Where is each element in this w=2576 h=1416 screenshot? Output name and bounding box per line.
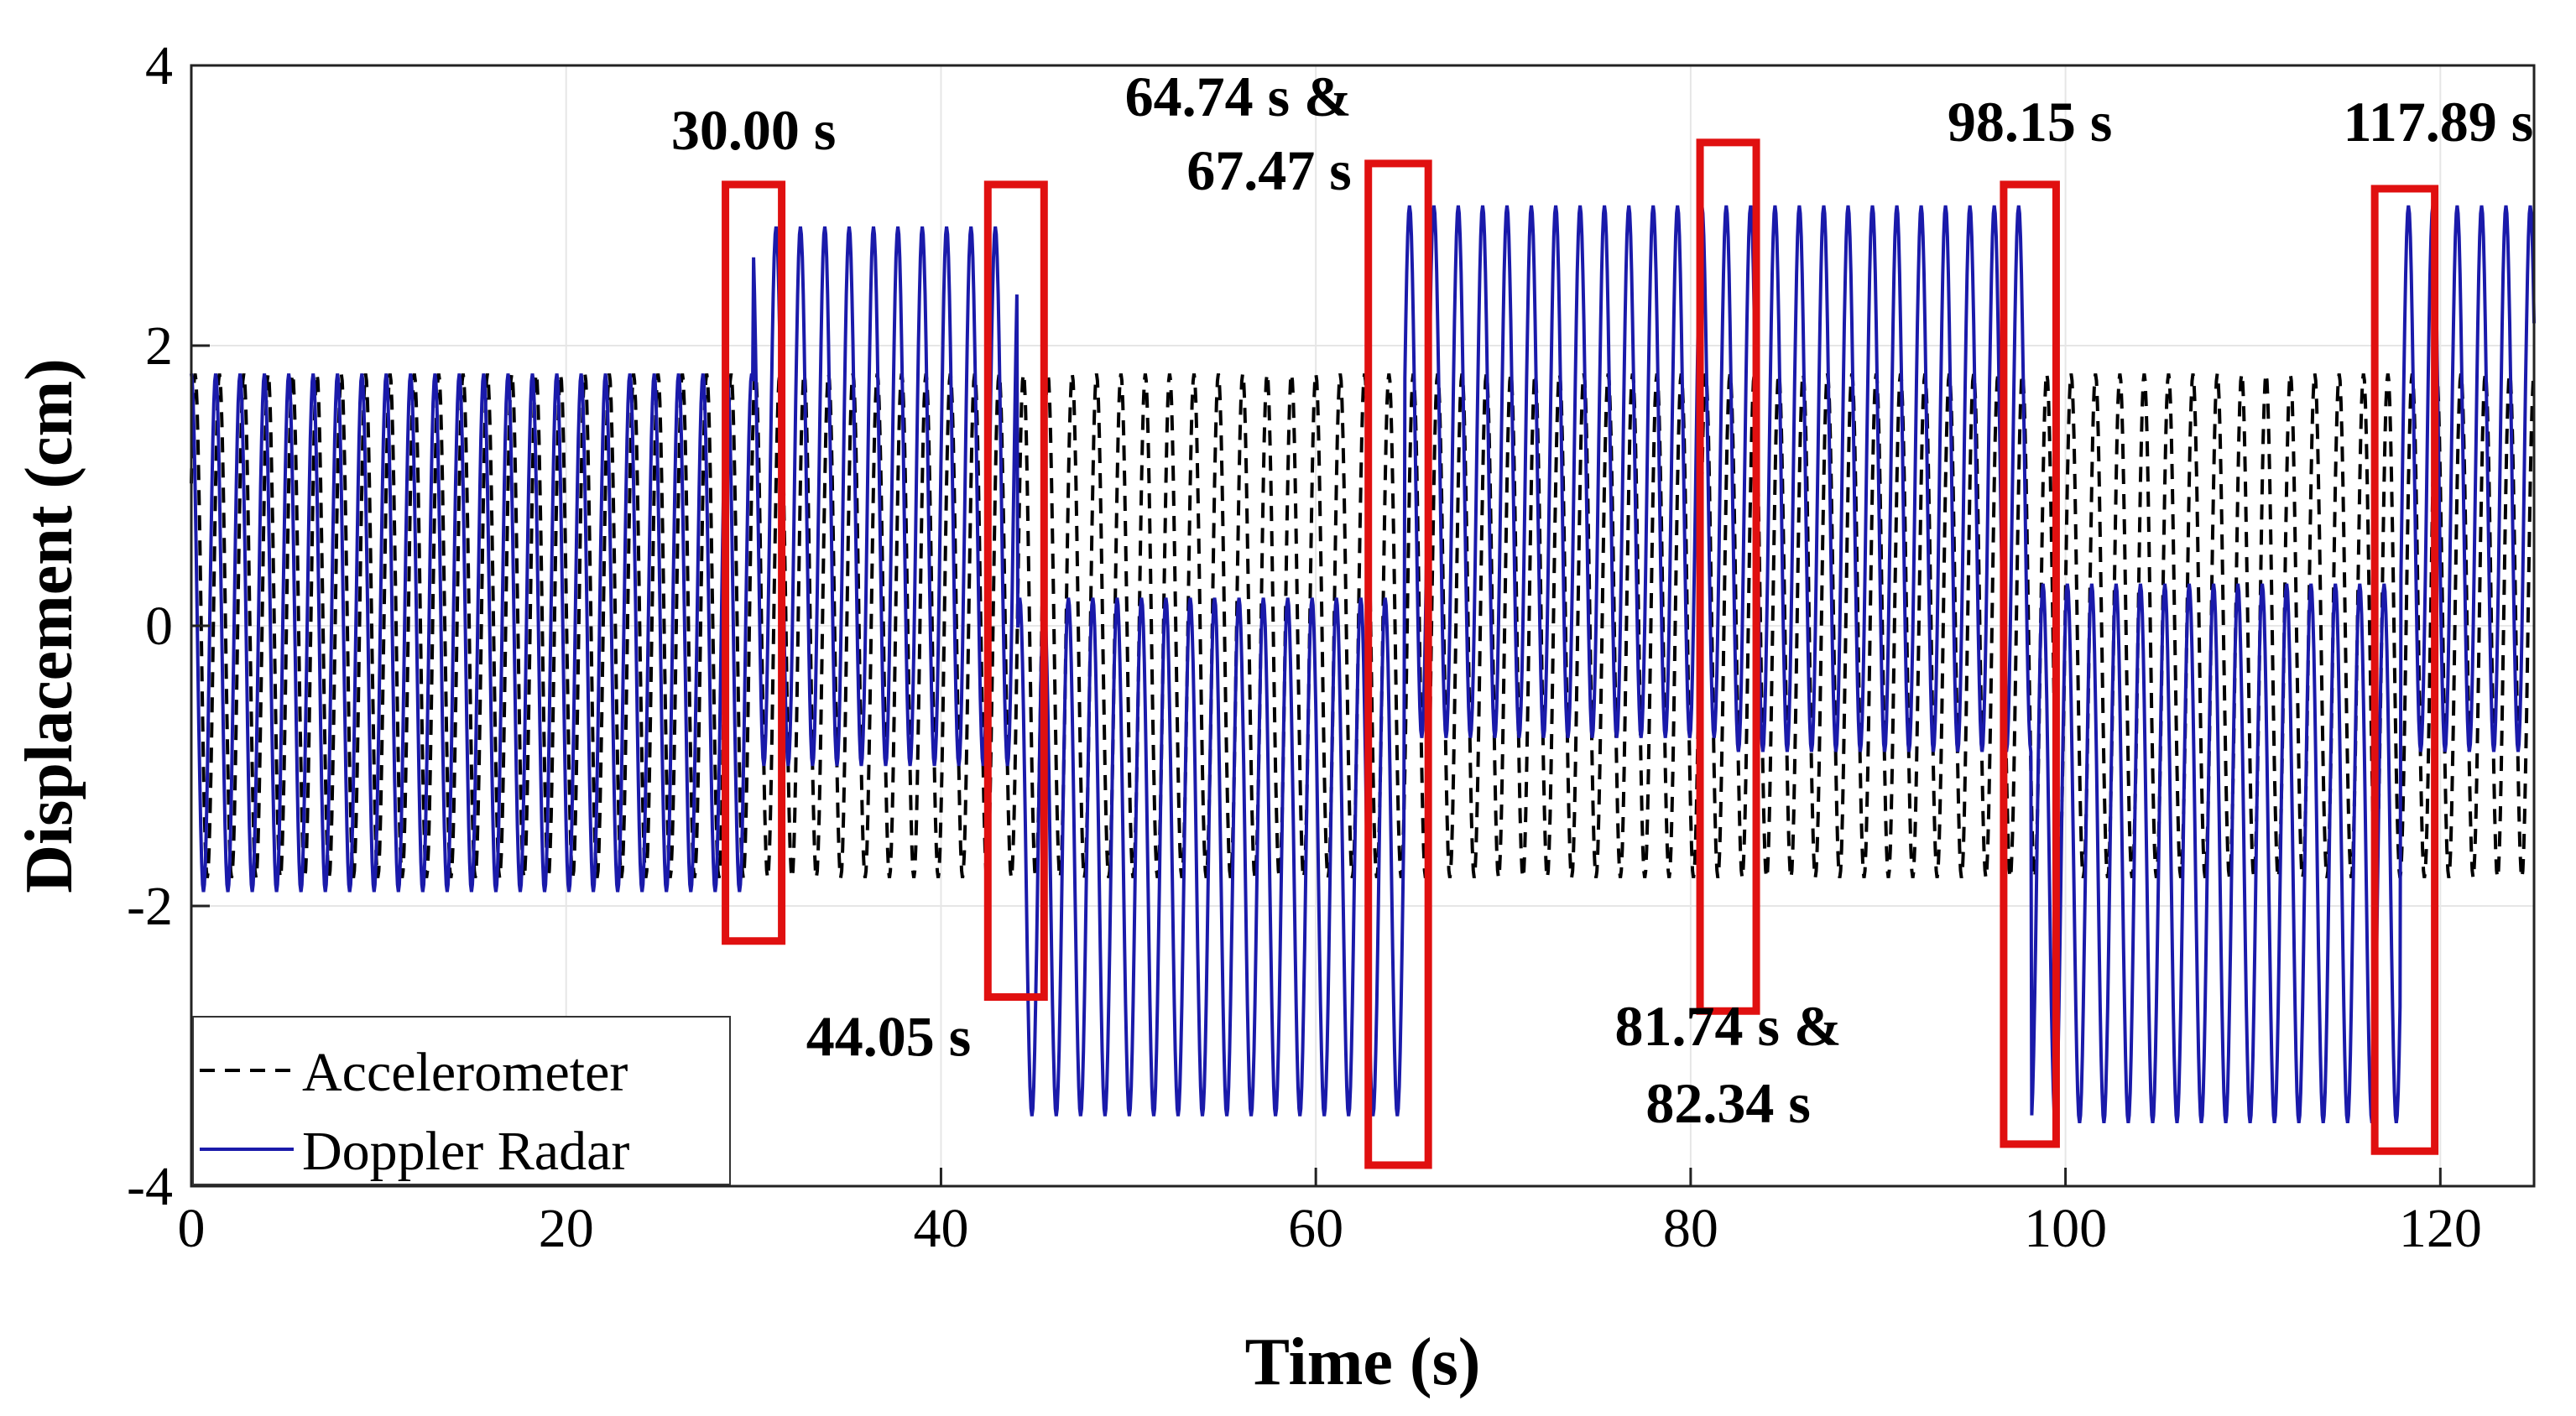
- x-tick-label: 60: [1288, 1198, 1343, 1259]
- y-tick-label: 4: [145, 35, 173, 96]
- highlight-box: [1364, 159, 1432, 1169]
- annotation-label: 64.74 s &: [1125, 65, 1352, 128]
- annotation-label: 30.00 s: [671, 98, 836, 162]
- x-tick-label: 80: [1663, 1198, 1718, 1259]
- series-layer: [190, 205, 2536, 1124]
- highlight-box: [983, 180, 1048, 1002]
- annotation-label: 81.74 s &: [1614, 994, 1841, 1058]
- highlight-box: [722, 180, 786, 945]
- x-tick-label: 20: [539, 1198, 594, 1259]
- series-doppler-radar: [190, 205, 2536, 1124]
- annotation-label-line2: 82.34 s: [1645, 1071, 1810, 1135]
- legend-label-doppler-radar: Doppler Radar: [302, 1121, 629, 1182]
- x-tick-label: 120: [2399, 1198, 2482, 1259]
- legend-label-accelerometer: Accelerometer: [302, 1042, 628, 1103]
- y-tick-label: 0: [145, 596, 173, 657]
- highlight-box: [1696, 138, 1760, 1015]
- legend-box: [192, 1016, 731, 1185]
- highlight-box: [2000, 180, 2060, 1148]
- y-tick-label: 2: [145, 315, 173, 377]
- x-tick-label: 40: [913, 1198, 968, 1259]
- highlight-box: [2370, 185, 2439, 1155]
- x-tick-label: 100: [2024, 1198, 2107, 1259]
- annotation-label: 117.89 s: [2344, 90, 2534, 154]
- y-tick-label: -2: [127, 876, 173, 937]
- x-axis-title: Time (s): [1245, 1325, 1481, 1399]
- y-axis-title: Displacement (cm): [13, 358, 86, 893]
- annotation-label: 44.05 s: [806, 1005, 971, 1069]
- legend: Accelerometer Doppler Radar: [192, 1016, 731, 1185]
- axis-ticks: 0 20 40 60 80 100 120 -4 -2 0 2 4: [127, 35, 2482, 1259]
- annotation-label-line2: 67.47 s: [1186, 138, 1351, 202]
- y-tick-label: -4: [127, 1156, 173, 1217]
- series-accelerometer: [190, 373, 2536, 878]
- annotation-label: 98.15 s: [1948, 90, 2112, 154]
- x-tick-label: 0: [178, 1198, 206, 1259]
- annotations: 30.00 s 44.05 s 64.74 s & 67.47 s 81.74 s & 8…: [671, 65, 2534, 1169]
